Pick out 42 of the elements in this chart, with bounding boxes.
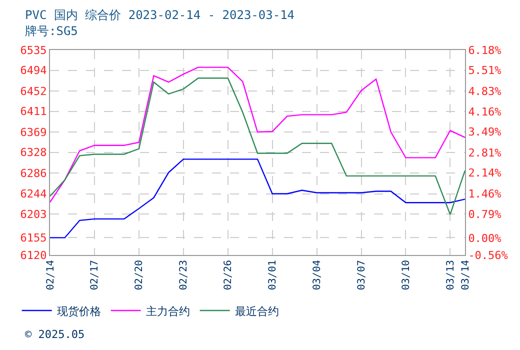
y-tick-label: 6120 (20, 248, 47, 262)
legend-label: 最近合约 (234, 304, 279, 318)
text: © 2025.05 (25, 328, 85, 341)
legend-label: 现货价格 (56, 304, 101, 318)
x-tick-label: 03/07 (356, 260, 368, 290)
x-tick-label: 02/14 (45, 260, 56, 290)
line-series (50, 66, 465, 203)
y2-tick-label: 6.18% (468, 44, 502, 57)
y2-tick-label: 4.83% (468, 84, 502, 98)
x-tick-label: 03/13 (445, 260, 456, 290)
y2-tick-label: 5.51% (468, 64, 502, 78)
chart-title: PVC 国内 综合价 2023-02-14 - 2023-03-14 (25, 8, 295, 22)
y-tick-label: 6286 (20, 166, 47, 180)
y-tick-label: 6452 (20, 84, 47, 98)
x-tick-label: 03/14 (460, 260, 472, 290)
y2-tick-label: 0.79% (468, 208, 502, 221)
x-tick-label: 02/26 (223, 260, 234, 290)
y2-tick-label: 1.46% (468, 187, 502, 200)
y-tick-label: 6203 (20, 208, 47, 221)
x-tick-label: 03/01 (268, 260, 279, 290)
legend-label: 主力合约 (146, 304, 190, 318)
y2-tick-label: 2.81% (468, 146, 502, 160)
x-tick-label: 03/10 (400, 260, 412, 290)
y-tick-label: 6244 (20, 188, 48, 201)
chart-subtitle: 牌号:SG5 (25, 24, 78, 38)
y2-tick-label: 3.49% (468, 126, 502, 139)
x-tick-label: 02/17 (90, 260, 101, 290)
y-tick-label: 6494 (20, 64, 48, 78)
y2-tick-label: 4.16% (468, 105, 502, 118)
y-tick-label: 6155 (20, 232, 47, 245)
y-tick-label: 6328 (20, 146, 47, 160)
line-series (50, 158, 465, 238)
x-tick-label: 02/20 (134, 260, 146, 290)
line-series (50, 78, 465, 216)
y2-tick-label: -0.56% (468, 248, 508, 262)
y-tick-label: 6411 (20, 105, 47, 118)
y2-tick-label: 0.00% (468, 232, 502, 245)
y-tick-label: 6369 (20, 126, 47, 139)
y-tick-label: 6535 (20, 44, 47, 57)
x-tick-label: 02/23 (178, 260, 190, 290)
y2-tick-label: 2.14% (468, 166, 502, 180)
x-tick-label: 03/04 (312, 260, 324, 290)
